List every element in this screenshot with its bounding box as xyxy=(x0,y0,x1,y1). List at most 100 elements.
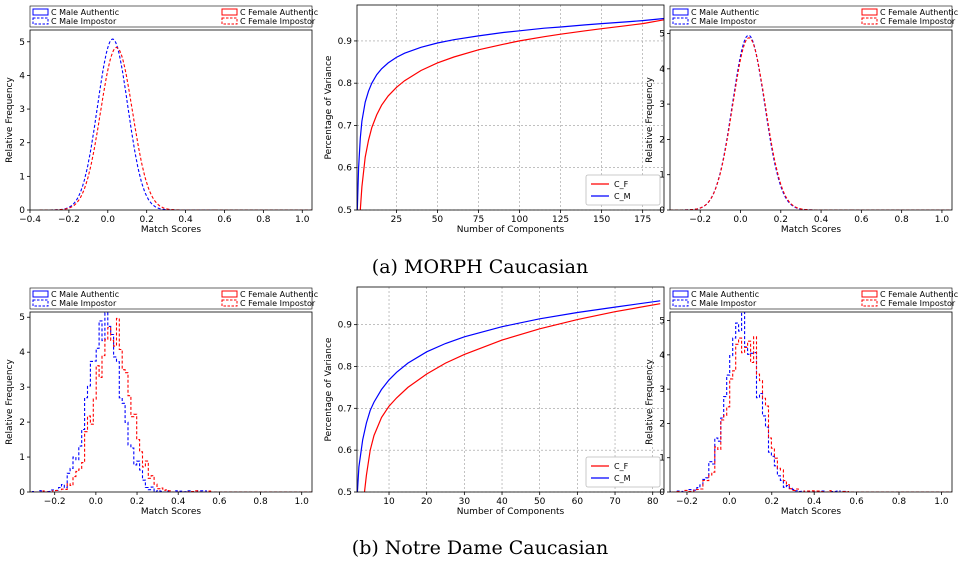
y-tick-label: 0.6 xyxy=(338,164,353,174)
x-tick-label: 0.4 xyxy=(178,215,193,225)
y-tick-label: 3 xyxy=(659,385,665,395)
legend-label: C Female Impostor xyxy=(240,17,316,26)
x-tick-label: −0.2 xyxy=(44,497,66,507)
legend-label: C Male Impostor xyxy=(51,17,117,26)
y-tick-label: 2 xyxy=(19,418,25,428)
axes-frame xyxy=(29,311,313,493)
series-curve-c-female-impostor xyxy=(39,46,215,210)
series-curve-c-female-impostor xyxy=(30,317,212,492)
y-tick-label: 5 xyxy=(19,313,25,323)
legend-swatch xyxy=(221,290,238,298)
x-axis-label: Match Scores xyxy=(141,225,202,235)
legend-swatch xyxy=(672,17,689,25)
legend-swatch xyxy=(672,299,689,307)
y-tick-label: 0 xyxy=(19,488,25,498)
y-tick-label: 3 xyxy=(19,383,25,393)
axes-frame xyxy=(669,311,953,493)
y-tick-label: 0.9 xyxy=(338,37,353,47)
y-tick-label: 0.5 xyxy=(338,206,352,216)
axes-frame xyxy=(356,4,665,211)
legend-label: C Male Impostor xyxy=(51,299,117,308)
x-tick-label: 0.8 xyxy=(894,215,909,225)
axes-frame xyxy=(669,29,953,211)
x-axis-label: Number of Components xyxy=(457,507,565,517)
legend-swatch xyxy=(32,299,49,307)
x-tick-label: 0.0 xyxy=(89,497,104,507)
x-axis-label: Match Scores xyxy=(781,507,842,517)
y-tick-label: 5 xyxy=(19,38,25,48)
legend-label: C Female Impostor xyxy=(880,299,956,308)
legend-swatch xyxy=(861,17,878,25)
x-tick-label: 0.6 xyxy=(849,497,864,507)
x-tick-label: 80 xyxy=(647,497,659,507)
x-tick-label: 1.0 xyxy=(934,497,949,507)
x-tick-label: 0.6 xyxy=(854,215,869,225)
plot-area xyxy=(357,300,661,492)
legend-label: C Male Authentic xyxy=(51,290,119,299)
y-tick-label: 0 xyxy=(659,206,665,216)
y-tick-label: 2 xyxy=(659,419,665,429)
x-tick-label: 40 xyxy=(496,497,508,507)
y-tick-label: 0 xyxy=(19,206,25,216)
legend-label: C Male Impostor xyxy=(691,299,757,308)
x-tick-label: 25 xyxy=(391,215,402,225)
y-tick-label: 4 xyxy=(19,348,25,358)
x-tick-label: 75 xyxy=(473,215,484,225)
y-tick-label: 0.7 xyxy=(338,121,352,131)
x-tick-label: 10 xyxy=(383,497,395,507)
legend-label: C Female Impostor xyxy=(240,299,316,308)
legend-label: C Male Authentic xyxy=(691,8,759,17)
y-tick-label: 2 xyxy=(19,139,25,149)
x-tick-label: 50 xyxy=(534,497,546,507)
x-tick-label: 1.0 xyxy=(295,497,310,507)
x-tick-label: 0.8 xyxy=(253,497,268,507)
legend-swatch xyxy=(32,290,49,298)
y-tick-label: 4 xyxy=(659,351,665,361)
y-tick-label: 0.8 xyxy=(338,79,353,89)
legend-label: C_F xyxy=(614,180,629,189)
x-tick-label: 0.2 xyxy=(130,497,144,507)
y-tick-label: 0.8 xyxy=(338,362,353,372)
legend-swatch xyxy=(861,290,878,298)
x-tick-label: 0.6 xyxy=(212,497,227,507)
x-tick-label: 0.0 xyxy=(733,215,748,225)
y-tick-label: 3 xyxy=(659,100,665,110)
series-curve-c-female-impostor xyxy=(670,336,849,492)
x-tick-label: 0.4 xyxy=(814,215,829,225)
x-tick-label: −0.2 xyxy=(58,215,80,225)
y-tick-label: 4 xyxy=(659,65,665,75)
x-tick-label: 0.8 xyxy=(892,497,907,507)
plot-area xyxy=(39,38,312,210)
x-tick-label: 150 xyxy=(593,215,610,225)
x-tick-label: 0.8 xyxy=(256,215,271,225)
legend-label: C Male Impostor xyxy=(691,17,757,26)
x-axis-label: Match Scores xyxy=(141,507,202,517)
x-tick-label: 0.4 xyxy=(171,497,186,507)
series-curve-c-male-impostor xyxy=(670,312,849,492)
chart-b-right: −0.2 0.0 0.2 0.4 0.6 0.8 1.0 0 1 2 3 4 5 Match Scores… xyxy=(645,287,958,517)
x-tick-label: 30 xyxy=(459,497,471,507)
legend-label: C Female Authentic xyxy=(880,290,958,299)
series-line-c-m xyxy=(357,300,661,492)
legend-label: C_F xyxy=(614,462,629,471)
x-tick-label: 1.0 xyxy=(295,215,310,225)
series-curve-c-female-impostor xyxy=(670,37,852,210)
y-tick-label: 3 xyxy=(19,105,25,115)
legend-swatch xyxy=(32,8,49,16)
x-tick-label: 0.2 xyxy=(765,497,779,507)
chart-b-left: −0.2 0.0 0.2 0.4 0.6 0.8 1.0 0 1 2 3 4 5 Match Scores… xyxy=(5,287,318,517)
axes-frame xyxy=(29,29,313,211)
series-curve-c-male-impostor xyxy=(39,38,215,210)
x-tick-label: −0.2 xyxy=(676,497,698,507)
x-tick-label: 0.0 xyxy=(722,497,737,507)
x-tick-label: 125 xyxy=(552,215,569,225)
chart-a-right: −0.2 0.0 0.2 0.4 0.6 0.8 1.0 0 1 2 3 4 5 Match Scores… xyxy=(645,5,958,235)
y-axis-label: Percentage of Variance xyxy=(324,55,334,159)
y-tick-label: 2 xyxy=(659,135,665,145)
y-tick-label: 0.7 xyxy=(338,404,352,414)
y-tick-label: 0.9 xyxy=(338,321,353,331)
